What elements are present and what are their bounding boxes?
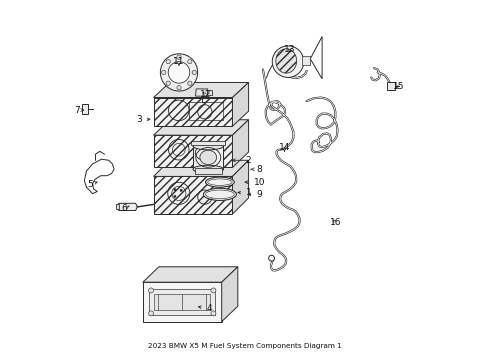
Polygon shape <box>232 120 248 167</box>
Ellipse shape <box>200 150 217 165</box>
Polygon shape <box>207 90 212 95</box>
Ellipse shape <box>208 179 232 185</box>
Text: 10: 10 <box>245 177 265 186</box>
Polygon shape <box>153 176 232 214</box>
Polygon shape <box>232 82 248 126</box>
Polygon shape <box>221 267 238 321</box>
Text: 6: 6 <box>121 204 129 213</box>
Circle shape <box>148 288 153 293</box>
Polygon shape <box>153 160 248 176</box>
Text: 16: 16 <box>330 218 341 227</box>
Circle shape <box>192 70 196 75</box>
Polygon shape <box>302 56 310 65</box>
Polygon shape <box>191 141 225 145</box>
Circle shape <box>177 86 181 90</box>
Polygon shape <box>143 282 221 321</box>
Polygon shape <box>154 294 210 310</box>
Polygon shape <box>149 289 215 315</box>
Ellipse shape <box>205 190 234 199</box>
Circle shape <box>188 59 192 64</box>
Ellipse shape <box>193 142 223 150</box>
Polygon shape <box>153 135 232 167</box>
Circle shape <box>162 70 166 75</box>
Text: 9: 9 <box>248 190 262 199</box>
Text: 2: 2 <box>232 156 251 165</box>
Ellipse shape <box>276 49 296 73</box>
Polygon shape <box>116 204 120 210</box>
Ellipse shape <box>272 46 304 77</box>
Polygon shape <box>153 98 232 126</box>
Circle shape <box>173 195 176 198</box>
Text: 4: 4 <box>198 304 212 313</box>
Text: 11: 11 <box>173 57 185 66</box>
Polygon shape <box>232 160 248 214</box>
Circle shape <box>148 311 153 316</box>
Polygon shape <box>195 168 221 174</box>
Ellipse shape <box>203 188 236 201</box>
Polygon shape <box>196 89 208 96</box>
Text: 5: 5 <box>87 180 97 189</box>
Circle shape <box>177 55 181 59</box>
Circle shape <box>211 311 216 316</box>
Text: 15: 15 <box>393 82 405 91</box>
Circle shape <box>269 255 274 261</box>
Circle shape <box>168 62 190 83</box>
Circle shape <box>166 81 171 85</box>
Ellipse shape <box>193 165 223 173</box>
Circle shape <box>180 189 182 192</box>
Text: 12: 12 <box>200 90 211 99</box>
Polygon shape <box>387 82 395 90</box>
Text: 3: 3 <box>136 115 150 124</box>
Polygon shape <box>153 82 248 98</box>
Text: 2023 BMW X5 M Fuel System Components Diagram 1: 2023 BMW X5 M Fuel System Components Dia… <box>148 343 342 349</box>
Circle shape <box>160 54 197 91</box>
Text: 14: 14 <box>279 143 290 152</box>
Polygon shape <box>193 146 223 169</box>
Text: 8: 8 <box>251 165 262 174</box>
Circle shape <box>173 188 176 191</box>
Polygon shape <box>143 267 238 282</box>
Polygon shape <box>117 203 137 211</box>
Polygon shape <box>153 120 248 135</box>
Text: 1: 1 <box>238 188 251 197</box>
Circle shape <box>166 59 171 64</box>
Ellipse shape <box>205 177 234 187</box>
Polygon shape <box>82 104 88 114</box>
Circle shape <box>188 81 192 85</box>
Text: 13: 13 <box>284 45 295 54</box>
Text: 7: 7 <box>74 105 84 114</box>
Circle shape <box>211 288 216 293</box>
